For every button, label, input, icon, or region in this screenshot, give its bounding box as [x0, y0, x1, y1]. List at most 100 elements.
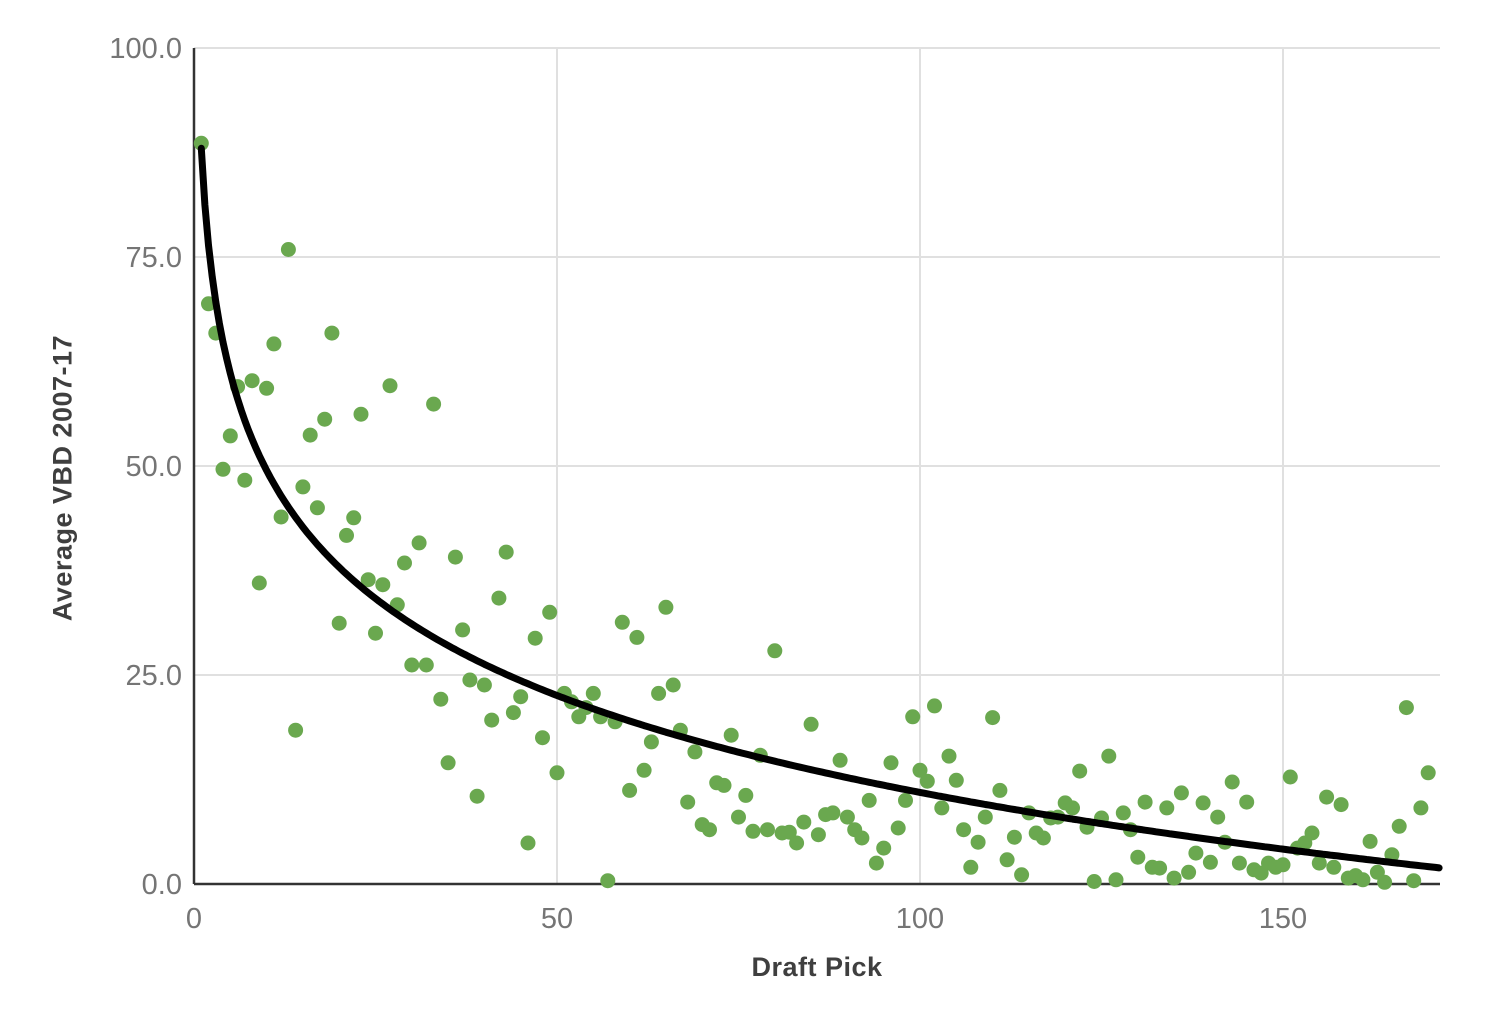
data-point: [1137, 794, 1153, 810]
data-point: [331, 615, 347, 631]
data-point: [1210, 809, 1226, 825]
data-point: [1391, 818, 1407, 834]
data-point: [440, 755, 456, 771]
data-point: [259, 380, 275, 396]
data-point: [1166, 870, 1182, 886]
data-point: [324, 325, 340, 341]
data-point: [905, 709, 921, 725]
data-point: [999, 852, 1015, 868]
data-point: [251, 575, 267, 591]
data-point: [912, 762, 928, 778]
data-point: [1319, 789, 1335, 805]
data-point: [992, 782, 1008, 798]
data-point: [941, 748, 957, 764]
data-point: [854, 830, 870, 846]
data-point: [397, 555, 412, 571]
data-point: [1035, 830, 1051, 846]
data-point: [985, 710, 1001, 726]
data-point: [266, 336, 282, 352]
y-tick-label-25: 25.0: [126, 660, 182, 692]
data-point: [658, 599, 674, 615]
x-axis-title: Draft Pick: [751, 952, 883, 982]
data-point: [702, 822, 717, 838]
data-point: [876, 840, 892, 856]
data-point: [1304, 825, 1320, 841]
data-point: [927, 698, 942, 714]
data-point: [1413, 800, 1429, 816]
data-point: [1065, 800, 1080, 816]
data-point: [1173, 785, 1189, 801]
data-point: [789, 835, 805, 851]
data-point: [796, 814, 812, 830]
data-point: [614, 614, 630, 630]
data-point: [803, 716, 819, 732]
data-point: [767, 643, 783, 659]
data-point: [193, 135, 209, 151]
data-point: [919, 773, 935, 789]
data-point: [484, 712, 500, 728]
data-point: [585, 685, 601, 701]
data-point: [898, 792, 913, 808]
data-point: [317, 411, 333, 427]
data-point: [1152, 860, 1168, 876]
data-point: [455, 622, 471, 638]
data-point: [447, 549, 463, 565]
data-point: [636, 762, 652, 778]
data-point: [1311, 855, 1327, 871]
x-tick-label-0: 0: [186, 903, 202, 935]
data-point: [977, 809, 993, 825]
data-point: [353, 406, 369, 422]
data-point: [1406, 873, 1422, 889]
x-tick-label-150: 150: [1259, 903, 1307, 935]
data-point: [1014, 867, 1030, 883]
data-point: [890, 820, 906, 836]
data-point: [498, 544, 514, 560]
data-point: [963, 859, 979, 875]
x-tick-label-100: 100: [896, 903, 944, 935]
y-tick-label-50: 50.0: [126, 451, 182, 483]
data-point: [956, 822, 972, 838]
data-point: [1101, 748, 1117, 764]
data-point: [781, 824, 797, 840]
data-point: [934, 800, 950, 816]
data-point: [1333, 797, 1349, 813]
data-point: [215, 461, 231, 477]
data-point: [839, 809, 855, 825]
data-point: [622, 782, 638, 798]
data-point: [1384, 847, 1400, 863]
y-tick-label-0: 0.0: [142, 869, 182, 901]
data-point: [339, 527, 354, 543]
data-point: [368, 625, 383, 641]
data-point: [535, 730, 550, 746]
data-point: [1072, 763, 1088, 779]
data-point: [651, 685, 667, 701]
data-point: [295, 479, 311, 495]
data-point: [731, 809, 746, 825]
data-point: [302, 427, 318, 443]
data-point: [549, 765, 565, 781]
data-point: [1108, 872, 1124, 888]
data-point: [970, 834, 986, 850]
data-point: [1275, 857, 1291, 873]
data-point: [1239, 794, 1255, 810]
data-point: [273, 509, 289, 525]
data-point: [280, 242, 296, 257]
data-point: [1188, 845, 1204, 861]
data-point: [629, 629, 645, 645]
data-point: [346, 510, 362, 526]
data-point: [1181, 864, 1197, 880]
data-point: [1130, 849, 1146, 865]
data-point: [716, 777, 732, 793]
y-axis-title: Average VBD 2007-17: [47, 334, 78, 622]
data-point: [1420, 765, 1436, 781]
data-point: [948, 772, 964, 788]
data-point: [491, 590, 507, 606]
data-point: [433, 691, 449, 707]
data-point: [832, 752, 848, 768]
data-point: [868, 855, 884, 871]
data-point: [861, 792, 877, 808]
data-point: [1115, 805, 1131, 821]
data-point: [237, 472, 253, 488]
data-point: [665, 677, 681, 693]
